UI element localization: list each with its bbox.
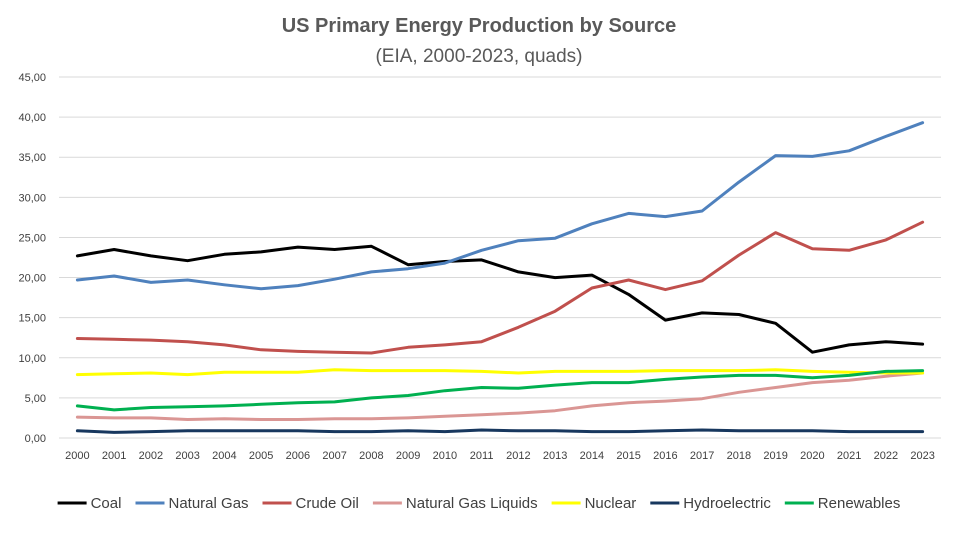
legend-item: Hydroelectric (650, 495, 771, 512)
y-tick-label: 10,00 (18, 353, 46, 365)
legend: Coal Natural Gas Crude Oil Natural Gas Liqu… (57, 495, 901, 512)
legend-item: Natural Gas (135, 495, 249, 512)
x-axis-ticks: 2000 2001 2002 2003 2004 2005 2006 2007 2008 2009… (65, 450, 935, 462)
x-tick-label: 2005 (249, 450, 273, 462)
x-tick-label: 2013 (543, 450, 567, 462)
x-tick-label: 2003 (175, 450, 199, 462)
x-tick-label: 2008 (359, 450, 383, 462)
series-lines (75, 121, 925, 434)
x-tick-label: 2017 (690, 450, 714, 462)
x-tick-label: 2018 (727, 450, 751, 462)
x-tick-label: 2022 (874, 450, 898, 462)
gridlines (59, 76, 941, 439)
x-tick-label: 2020 (800, 450, 824, 462)
y-tick-label: 20,00 (18, 273, 46, 285)
legend-item: Natural Gas Liquids (372, 495, 538, 512)
x-tick-label: 2014 (580, 450, 604, 462)
series-line-coal (75, 244, 925, 354)
chart-subtitle: (EIA, 2000-2023, quads) (375, 46, 582, 67)
series-line-natural-gas-liquids (75, 371, 925, 421)
legend-label: Crude Oil (296, 495, 359, 512)
x-tick-label: 2011 (470, 450, 494, 462)
legend-label: Nuclear (585, 495, 637, 512)
y-tick-label: 45,00 (18, 72, 46, 84)
x-tick-label: 2007 (322, 450, 346, 462)
y-tick-label: 35,00 (18, 152, 46, 164)
y-tick-label: 30,00 (18, 192, 46, 204)
legend-label: Coal (91, 495, 122, 512)
series-line-renewables (75, 369, 925, 412)
legend-label: Hydroelectric (683, 495, 771, 512)
y-tick-label: 15,00 (18, 313, 46, 325)
series-line-hydroelectric (75, 428, 925, 434)
y-tick-label: 5,00 (25, 393, 46, 405)
x-tick-label: 2001 (102, 450, 126, 462)
x-tick-label: 2021 (837, 450, 861, 462)
y-axis-ticks: 0,00 5,00 10,00 15,00 20,00 25,00 30,00 35,00 40… (18, 72, 46, 445)
x-tick-label: 2010 (433, 450, 457, 462)
legend-item: Nuclear (551, 495, 637, 512)
chart-title: US Primary Energy Production by Source (282, 15, 677, 37)
legend-item: Coal (57, 495, 122, 512)
series-line-nuclear (75, 368, 925, 377)
x-tick-label: 2012 (506, 450, 530, 462)
legend-label: Natural Gas (169, 495, 249, 512)
x-tick-label: 2002 (139, 450, 163, 462)
x-tick-label: 2019 (763, 450, 787, 462)
series-line-crude-oil (75, 220, 925, 355)
legend-label: Renewables (818, 495, 901, 512)
legend-label: Natural Gas Liquids (406, 495, 538, 512)
x-tick-label: 2006 (286, 450, 310, 462)
series-line-natural-gas (75, 121, 925, 291)
y-tick-label: 25,00 (18, 232, 46, 244)
x-tick-label: 2023 (910, 450, 934, 462)
y-tick-label: 0,00 (25, 433, 46, 445)
legend-item: Crude Oil (262, 495, 359, 512)
x-tick-label: 2015 (616, 450, 640, 462)
y-tick-label: 40,00 (18, 112, 46, 124)
legend-item: Renewables (784, 495, 901, 512)
x-tick-label: 2016 (653, 450, 677, 462)
x-tick-label: 2000 (65, 450, 89, 462)
x-tick-label: 2009 (396, 450, 420, 462)
x-tick-label: 2004 (212, 450, 236, 462)
